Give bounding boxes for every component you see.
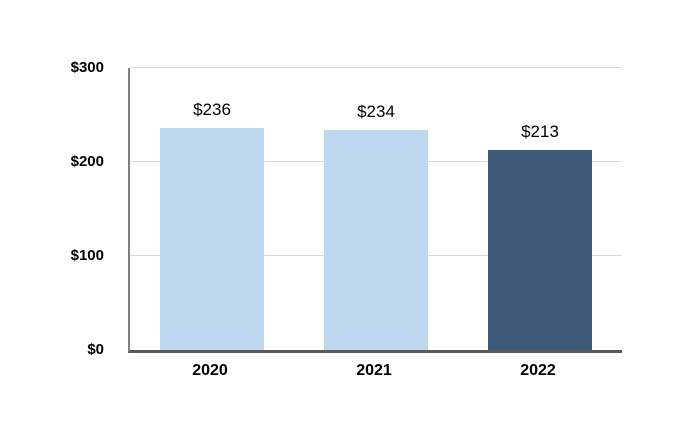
x-tick-label: 2020 [192, 362, 228, 379]
bar-slot: $236 [130, 68, 294, 350]
gridline [130, 67, 622, 68]
y-tick-label: $200 [70, 153, 104, 171]
x-tick-label: 2022 [520, 362, 556, 379]
bar-2022 [488, 149, 592, 350]
bar-value-label: $213 [521, 121, 559, 141]
y-tick-label: $0 [87, 341, 104, 358]
bar-value-label: $236 [193, 100, 231, 120]
bar-slot: $213 [458, 68, 622, 350]
bar-value-label: $234 [357, 102, 395, 122]
x-tick-label: 2021 [356, 362, 392, 379]
y-tick-label: $100 [70, 247, 104, 265]
y-axis-labels: $0 $100 $200 $300 [0, 59, 116, 358]
plot-area: $236 $234 $213 [128, 67, 622, 353]
bar-2021 [324, 130, 428, 350]
x-axis-labels: 2020 2021 2022 [128, 362, 620, 380]
bars: $236 $234 $213 [130, 68, 622, 350]
bar-2020 [160, 128, 264, 350]
y-tick-label: $300 [70, 59, 104, 76]
bar-slot: $234 [294, 68, 458, 350]
